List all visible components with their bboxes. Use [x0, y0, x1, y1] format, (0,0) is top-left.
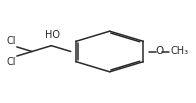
- Text: Cl: Cl: [6, 36, 16, 46]
- Text: HO: HO: [45, 30, 60, 40]
- Text: Cl: Cl: [6, 57, 16, 67]
- Text: CH₃: CH₃: [170, 46, 189, 57]
- Text: O: O: [155, 46, 163, 57]
